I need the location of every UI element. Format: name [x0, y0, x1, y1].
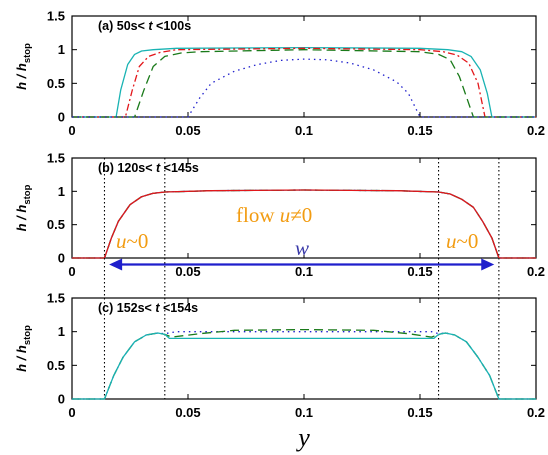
x-tick-label: 0.05 — [175, 123, 200, 138]
width-arrow-head-right — [481, 258, 495, 271]
u-zero-left-annotation: u~0 — [116, 229, 148, 253]
panel-title-suffix: <154s — [160, 301, 199, 315]
x-tick-label: 0.05 — [175, 405, 200, 420]
y-tick-label: 1.5 — [47, 151, 65, 166]
y-axis-label: h / hstop — [14, 325, 33, 372]
y-axis-label-main: h / h — [14, 63, 29, 90]
x-tick-label: 0.2 — [527, 264, 545, 279]
y-axis-label-sub: stop — [22, 43, 33, 63]
y-tick-label: 1 — [58, 42, 65, 57]
flow-annotation: flow u≠0 — [236, 203, 312, 227]
y-tick-label: 0.5 — [47, 358, 65, 373]
u-approx-zero: ~0 — [127, 229, 149, 253]
flow-word: flow — [236, 203, 280, 227]
x-tick-label: 0.2 — [527, 123, 545, 138]
y-axis-label: h / hstop — [14, 43, 33, 90]
panel-b: 0 0.5 1 1.5 0 0.05 0.1 0.15 0.2 h / hstop (b) 120s… — [14, 151, 545, 280]
panel-c: 0 0.5 1 1.5 0 0.05 0.1 0.15 0.2 h / hstop (c) 152s… — [14, 291, 545, 421]
series-line-red — [72, 47, 536, 118]
x-tick-label: 0 — [68, 123, 75, 138]
u-variable: u — [116, 229, 127, 253]
panel-title-prefix: (c) 152s< — [98, 301, 155, 315]
x-tick-label: 0.15 — [407, 264, 432, 279]
x-tick-label: 0.1 — [295, 264, 313, 279]
y-axis-label-main: h / h — [14, 205, 29, 232]
panel-title: (c) 152s< t <154s — [98, 301, 198, 315]
width-annotation: w — [295, 236, 309, 260]
panel-title-suffix: <145s — [160, 161, 199, 175]
y-axis-label-sub: stop — [22, 325, 33, 345]
x-tick-label: 0.05 — [175, 264, 200, 279]
y-tick-label: 0 — [58, 251, 65, 266]
x-tick-label: 0 — [68, 264, 75, 279]
y-tick-label: 0 — [58, 110, 65, 125]
x-axis-label: y — [295, 423, 310, 452]
panel-title: (a) 50s< t <100s — [98, 19, 191, 33]
panel-title-prefix: (a) 50s< — [98, 19, 148, 33]
x-tick-label: 0.2 — [527, 405, 545, 420]
y-tick-label: 1 — [58, 324, 65, 339]
y-tick-label: 0 — [58, 392, 65, 407]
panel-a: 0 0.5 1 1.5 0 0.05 0.1 0.15 0.2 h / hstop (a) 50s<… — [14, 9, 545, 139]
flow-condition: ≠0 — [290, 203, 312, 227]
y-tick-label: 1.5 — [47, 291, 65, 306]
panel-title-suffix: <100s — [153, 19, 192, 33]
series-line-green — [72, 49, 536, 118]
y-tick-label: 0.5 — [47, 76, 65, 91]
series-line-red — [72, 189, 536, 259]
panel-title-variable: t — [155, 301, 160, 315]
u-zero-right-annotation: u~0 — [446, 229, 478, 253]
x-tick-label: 0 — [68, 405, 75, 420]
series-line-cyan — [72, 332, 536, 400]
panel-title-variable: t — [148, 19, 153, 33]
u-variable: u — [446, 229, 457, 253]
x-tick-label: 0.15 — [407, 123, 432, 138]
x-tick-label: 0.1 — [295, 123, 313, 138]
series-line-blue — [72, 58, 536, 118]
series-line-cyan — [72, 46, 536, 118]
y-tick-label: 0.5 — [47, 217, 65, 232]
width-arrow-head-left — [109, 258, 123, 271]
x-tick-label: 0.15 — [407, 405, 432, 420]
panel-title-prefix: (b) 120s< — [98, 161, 156, 175]
x-tick-label: 0.1 — [295, 405, 313, 420]
panel-title-variable: t — [156, 161, 161, 175]
y-axis-label: h / hstop — [14, 184, 33, 231]
panel-title: (b) 120s< t <145s — [98, 161, 199, 175]
flow-variable: u — [280, 203, 291, 227]
y-tick-label: 1 — [58, 184, 65, 199]
y-tick-label: 1.5 — [47, 9, 65, 24]
y-axis-label-main: h / h — [14, 345, 29, 372]
y-axis-label-sub: stop — [22, 184, 33, 204]
series-line-green — [72, 328, 536, 400]
u-approx-zero: ~0 — [457, 229, 479, 253]
